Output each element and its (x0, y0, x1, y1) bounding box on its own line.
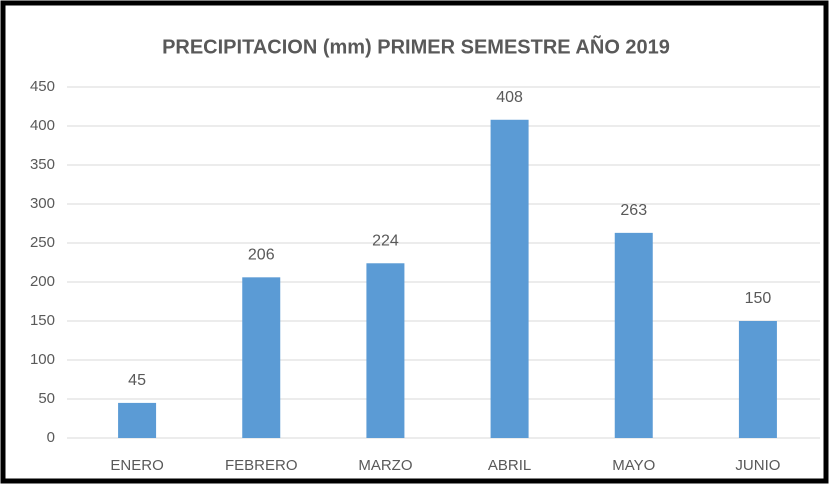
y-tick-label: 450 (30, 78, 55, 95)
bar (738, 321, 777, 438)
x-tick-label: JUNIO (735, 457, 780, 474)
y-tick-label: 100 (30, 351, 55, 368)
y-tick-label: 350 (30, 156, 55, 173)
y-tick-label: 250 (30, 234, 55, 251)
x-tick-label: ENERO (110, 457, 163, 474)
data-label: 45 (128, 372, 146, 389)
x-tick-label: MARZO (358, 457, 412, 474)
chart-title: PRECIPITACION (mm) PRIMER SEMESTRE AÑO 2… (162, 35, 670, 58)
x-tick-label: ABRIL (488, 457, 531, 474)
y-tick-label: 150 (30, 312, 55, 329)
x-tick-label: FEBRERO (225, 457, 298, 474)
data-label: 206 (248, 247, 275, 264)
data-label: 224 (372, 232, 399, 249)
data-label: 150 (745, 290, 772, 307)
bar (118, 402, 157, 438)
y-tick-label: 300 (30, 195, 55, 212)
bar (366, 263, 405, 438)
bar (490, 119, 529, 438)
bar (242, 277, 281, 438)
y-tick-label: 0 (47, 429, 55, 446)
data-label: 408 (496, 89, 523, 106)
x-tick-label: MAYO (612, 457, 655, 474)
y-tick-label: 200 (30, 273, 55, 290)
y-tick-label: 400 (30, 117, 55, 134)
bar (614, 232, 653, 438)
y-tick-label: 50 (38, 390, 55, 407)
data-label: 263 (620, 202, 647, 219)
